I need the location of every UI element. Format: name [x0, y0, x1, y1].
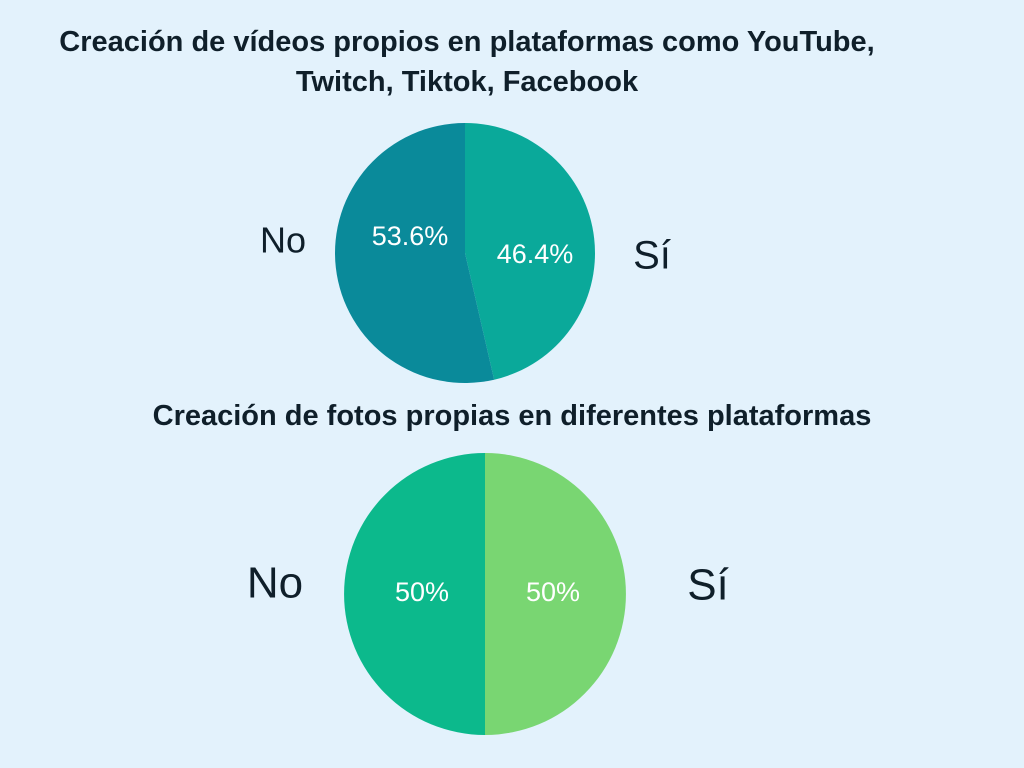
category-label: Sí — [687, 561, 729, 610]
value-label: 50% — [526, 577, 580, 607]
chart-title: Creación de fotos propias en diferentes … — [152, 400, 872, 432]
chart-title: Creación de vídeos propios en plataforma… — [59, 26, 875, 98]
pie-slice — [465, 123, 596, 380]
value-label: 50% — [395, 577, 449, 607]
value-label: 46.4% — [497, 239, 574, 269]
value-label: 53.6% — [372, 221, 449, 251]
category-label: Sí — [633, 234, 671, 278]
pie-slice — [335, 123, 495, 383]
category-label: No — [260, 220, 306, 261]
pie-slice — [344, 453, 485, 735]
pie-slice — [485, 453, 626, 735]
category-label: No — [247, 559, 303, 608]
